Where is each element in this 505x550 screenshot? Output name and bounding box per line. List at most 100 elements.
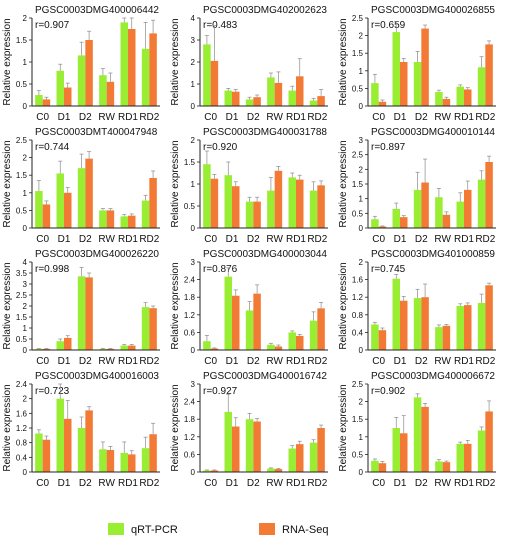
x-tick-label: RD2 <box>139 478 159 489</box>
x-tick-label: RW <box>98 234 115 245</box>
bar <box>203 164 211 228</box>
bar <box>128 29 136 106</box>
y-tick-label: 0.5 <box>184 202 196 211</box>
bar <box>274 82 283 106</box>
y-tick-label: 2.5 <box>16 291 28 300</box>
bar <box>35 191 43 228</box>
bar <box>141 48 150 106</box>
x-tick-label: D1 <box>58 478 71 489</box>
chart-panel: PGSC0003DMG400026220 r=0.998 Relative expr… <box>2 249 160 367</box>
y-tick-label: 0 <box>359 468 364 477</box>
panel-r-annotation: r=0.659 <box>371 20 406 31</box>
bar <box>106 210 115 228</box>
x-tick-label: RW <box>434 478 451 489</box>
bar <box>106 348 115 350</box>
y-tick-label: 2.5 <box>352 14 364 23</box>
x-tick-label: D2 <box>247 356 260 367</box>
bar <box>99 348 107 350</box>
bar <box>203 341 211 350</box>
bar <box>371 460 379 472</box>
bar <box>42 439 51 472</box>
y-tick-label: 2.5 <box>352 151 364 160</box>
y-tick-label: 0 <box>23 224 28 233</box>
bar <box>309 442 318 472</box>
y-tick-label: 2 <box>359 165 364 174</box>
bar <box>413 397 422 472</box>
y-tick-label: 2 <box>359 32 364 41</box>
panel-r-annotation: r=0.902 <box>371 386 406 397</box>
bar <box>210 348 219 350</box>
bar <box>485 285 493 350</box>
y-tick-label: 0 <box>191 346 196 355</box>
bar <box>203 44 211 106</box>
bar <box>120 216 128 228</box>
y-tick-label: 1.5 <box>184 158 196 167</box>
x-tick-label: C0 <box>372 112 385 123</box>
x-tick-label: D2 <box>415 356 428 367</box>
y-tick-label: 1.6 <box>352 276 364 285</box>
bar <box>99 210 107 228</box>
bar <box>435 327 443 350</box>
legend: qRT-PCR RNA-Seq <box>108 523 328 536</box>
bar <box>267 344 275 350</box>
panel-title: PGSC0003DMT400047948 <box>35 127 158 138</box>
bar <box>456 201 464 228</box>
bar <box>42 99 51 106</box>
y-tick-label: 2 <box>23 302 28 311</box>
y-tick-label: 1 <box>359 433 364 442</box>
y-tick-label: 0 <box>359 224 364 233</box>
y-tick-label: 0.5 <box>352 84 364 93</box>
x-tick-label: D1 <box>58 112 71 123</box>
x-tick-label: RD1 <box>286 356 306 367</box>
panel-r-annotation: r=0.998 <box>35 264 70 275</box>
bar <box>317 96 325 106</box>
x-tick-label: D2 <box>79 234 92 245</box>
y-axis-label: Relative expression <box>2 140 13 227</box>
bar <box>77 276 86 350</box>
bar <box>371 219 379 228</box>
bar <box>85 40 93 106</box>
chart-panel: PGSC0003DMT400047948 r=0.744 Relative expr… <box>2 127 160 245</box>
x-tick-label: C0 <box>204 234 217 245</box>
bar <box>421 297 429 350</box>
bar <box>35 433 43 472</box>
y-tick-label: 2 <box>23 395 28 404</box>
x-tick-label: C0 <box>372 356 385 367</box>
y-tick-label: 0.8 <box>352 311 364 320</box>
panel-title: PGSC0003DMG400016742 <box>203 371 327 382</box>
y-tick-label: 1 <box>23 324 28 333</box>
y-tick-label: 3 <box>191 258 196 267</box>
panel-title: PGSC0003DMG401000859 <box>371 249 495 260</box>
bar <box>464 443 472 472</box>
chart-panel: PGSC0003DMG401000859 r=0.745 Relative expr… <box>338 249 496 367</box>
bar <box>64 418 72 472</box>
y-tick-label: 0.5 <box>352 450 364 459</box>
bar <box>392 208 400 228</box>
x-tick-label: D1 <box>394 234 407 245</box>
bar <box>253 421 261 472</box>
panel-r-annotation: r=0.745 <box>371 264 406 275</box>
bar <box>485 411 493 472</box>
bar <box>413 62 422 106</box>
bar <box>435 91 443 106</box>
y-axis-label: Relative expression <box>338 18 349 105</box>
y-tick-label: 2 <box>359 258 364 267</box>
x-tick-label: D1 <box>58 234 71 245</box>
y-tick-label: 0 <box>359 346 364 355</box>
x-tick-label: RD2 <box>139 112 159 123</box>
x-tick-label: D1 <box>394 356 407 367</box>
x-tick-label: RD1 <box>118 478 138 489</box>
panel-title: PGSC0003DMG400003044 <box>203 249 327 260</box>
panel-title: PGSC0003DMG400026220 <box>35 249 159 260</box>
bar <box>378 330 387 350</box>
y-tick-label: 1.2 <box>184 311 196 320</box>
panel-r-annotation: r=0.483 <box>203 20 238 31</box>
x-tick-label: RD2 <box>475 234 495 245</box>
bar <box>317 185 325 228</box>
bar <box>296 179 304 228</box>
x-tick-label: RW <box>266 234 283 245</box>
bar <box>371 83 379 106</box>
bar <box>85 158 93 228</box>
bar <box>232 426 240 472</box>
